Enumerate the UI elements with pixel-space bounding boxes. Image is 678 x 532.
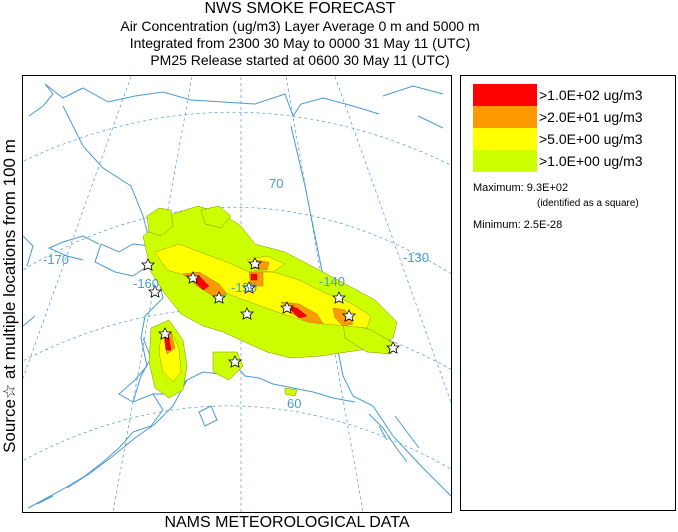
plume-max-2 — [286, 305, 308, 319]
lat-75-line — [23, 111, 451, 166]
smoke-map: -170 -160 -150 -140 -130 70 60 — [23, 76, 451, 512]
legend-swatch-orange — [473, 106, 537, 128]
legend-swatch-yellow — [473, 128, 537, 150]
minimum-value: Minimum: 2.5E-28 — [473, 219, 563, 231]
lon-150-label: -150 — [231, 280, 257, 295]
subtitle-release: PM25 Release started at 0600 30 May 11 (… — [150, 52, 450, 68]
source-star — [280, 301, 294, 314]
kodiak — [198, 405, 218, 427]
aleutians — [27, 495, 54, 509]
border-panhandle — [342, 375, 451, 497]
source-star — [332, 291, 346, 304]
source-star — [386, 341, 400, 354]
lon-130-label: -130 — [403, 250, 429, 265]
legend-label: >2.0E+01 ug/m3 — [539, 109, 643, 125]
lon-170-line — [23, 76, 132, 380]
lat-60-line — [23, 405, 451, 470]
subtitle-integration: Integrated from 2300 30 May to 0000 31 M… — [129, 35, 471, 51]
source-star — [148, 285, 162, 298]
maximum-note: (identified as a square) — [537, 198, 639, 209]
source-star — [228, 355, 242, 368]
source-star — [158, 327, 172, 340]
plume-north — [146, 207, 174, 237]
legend-item-level4: >1.0E+02 ug/m3 — [473, 84, 673, 106]
west-coast — [42, 105, 164, 501]
lon-140-label: -140 — [319, 274, 345, 289]
lon-130-line — [334, 76, 451, 404]
legend-item-level2: >5.0E+00 ug/m3 — [473, 128, 673, 150]
title-block: NWS SMOKE FORECAST Air Concentration (ug… — [0, 0, 600, 69]
meteorological-data-label: NAMS METEOROLOGICAL DATA — [164, 514, 410, 531]
legend: >1.0E+02 ug/m3 >2.0E+01 ug/m3 >5.0E+00 u… — [460, 75, 676, 511]
legend-item-level1: >1.0E+00 ug/m3 — [473, 150, 673, 172]
legend-label: >1.0E+02 ug/m3 — [539, 87, 643, 103]
source-star — [212, 291, 226, 304]
southeast-islands — [368, 413, 420, 463]
source-label: Source☆ at multiple locations from 100 m — [0, 139, 19, 453]
plume-northeast — [200, 205, 232, 229]
legend-swatch-red — [473, 84, 537, 106]
lat-60-label: 60 — [287, 396, 301, 411]
legend-swatch-lime — [473, 150, 537, 172]
russia-coast — [23, 235, 36, 327]
legend-item-level3: >2.0E+01 ug/m3 — [473, 106, 673, 128]
alaska-peninsula — [66, 379, 188, 489]
lon-160-label: -160 — [133, 276, 159, 291]
main-title: NWS SMOKE FORECAST — [204, 0, 396, 17]
plume-east — [342, 321, 396, 355]
source-star — [242, 281, 256, 294]
plume-hot-3 — [332, 307, 354, 327]
source-star — [342, 309, 356, 322]
maximum-value: Maximum: 9.3E+02 — [473, 182, 569, 194]
plume-coast — [284, 387, 298, 397]
lat-70-label: 70 — [269, 176, 283, 191]
legend-label: >1.0E+00 ug/m3 — [539, 153, 643, 169]
source-star — [248, 257, 262, 270]
source-star — [141, 258, 155, 271]
arctic-islands — [382, 85, 444, 129]
seward-peninsula — [47, 235, 100, 261]
coastline — [23, 83, 451, 509]
lon-170-label: -170 — [43, 252, 69, 267]
bristol-bay — [132, 337, 152, 403]
source-markers — [141, 257, 400, 368]
north-slope-coast — [28, 83, 380, 118]
map-frame: -170 -160 -150 -140 -130 70 60 — [22, 75, 452, 513]
grid-labels: -170 -160 -150 -140 -130 70 60 — [43, 176, 429, 411]
plume-sw-core — [158, 331, 182, 383]
source-star — [240, 307, 254, 320]
subtitle-concentration: Air Concentration (ug/m3) Layer Average … — [120, 18, 480, 34]
source-star — [186, 271, 200, 284]
legend-label: >5.0E+00 ug/m3 — [539, 131, 643, 147]
maximum-square — [250, 273, 258, 281]
